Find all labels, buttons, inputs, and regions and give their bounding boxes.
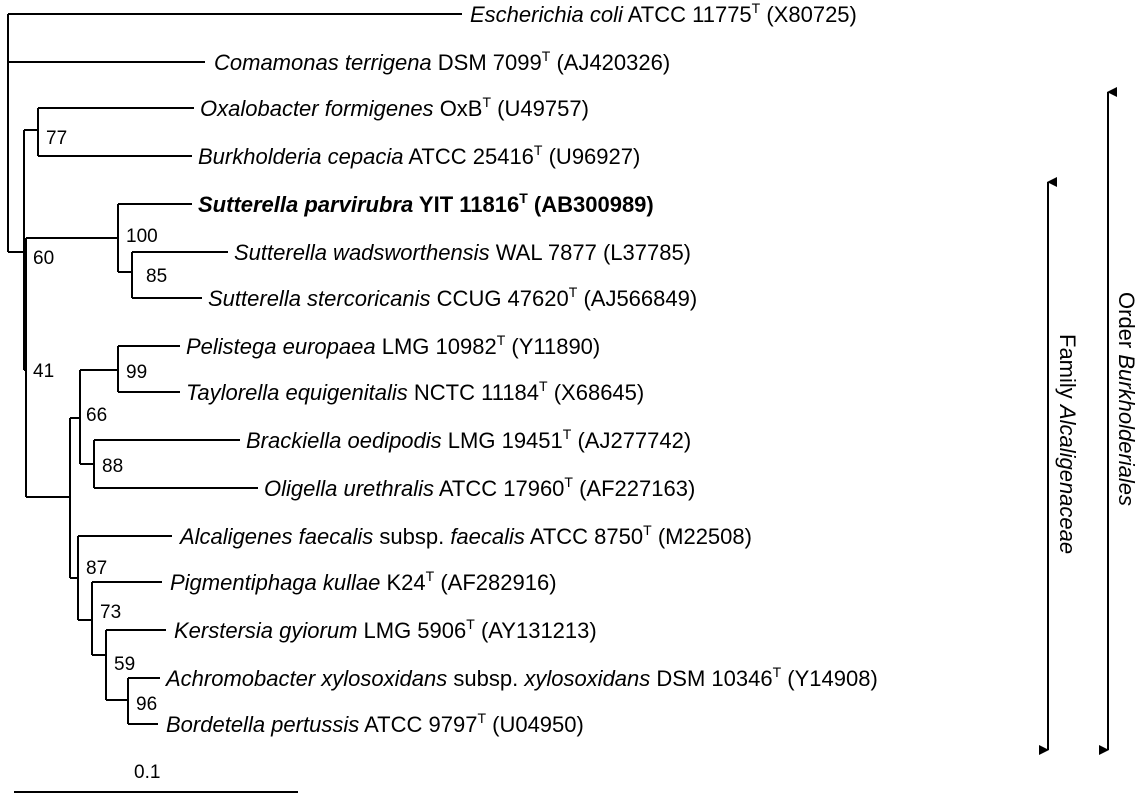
bootstrap-values: 77 60 100 85 41 66 99 88 87 73 59 96: [33, 128, 167, 715]
bootstrap-value: 100: [126, 226, 158, 247]
family-label: Family Alcaligenaceae: [1055, 334, 1080, 554]
bootstrap-value: 73: [100, 602, 121, 623]
taxon-label-oligella: Oligella urethralis ATCC 17960T (AF22716…: [264, 474, 695, 501]
bootstrap-value: 99: [126, 362, 147, 383]
order-label: Order Burkholderiales: [1114, 292, 1139, 506]
taxon-label-achromobacter: Achromobacter xylosoxidans subsp. xyloso…: [164, 664, 878, 691]
order-bracket: Order Burkholderiales: [1099, 87, 1139, 755]
tree-branches: [7, 13, 462, 725]
taxon-label-brackiella: Brackiella oedipodis LMG 19451T (AJ27774…: [246, 426, 691, 453]
taxon-label-sutterella-parvirubra: Sutterella parvirubra YIT 11816T (AB3009…: [198, 190, 654, 217]
bootstrap-value: 59: [114, 654, 135, 675]
scale-bar: 0.1: [14, 762, 298, 793]
family-bracket: Family Alcaligenaceae: [1039, 177, 1080, 755]
taxon-label-pelistega: Pelistega europaea LMG 10982T (Y11890): [186, 332, 600, 359]
taxon-label-oxalobacter: Oxalobacter formigenes OxBT (U49757): [200, 94, 589, 121]
taxon-label-sutterella-stercoricanis: Sutterella stercoricanis CCUG 47620T (AJ…: [208, 284, 697, 311]
taxon-label-taylorella: Taylorella equigenitalis NCTC 11184T (X6…: [186, 378, 644, 405]
taxon-label-sutterella-wadsworthensis: Sutterella wadsworthensis WAL 7877 (L377…: [234, 240, 691, 265]
taxon-label-comamonas: Comamonas terrigena DSM 7099T (AJ420326): [214, 48, 670, 75]
bootstrap-value: 85: [146, 266, 167, 287]
taxon-label-ecoli: Escherichia coli ATCC 11775T (X80725): [470, 0, 857, 27]
bootstrap-value: 41: [33, 361, 54, 382]
bootstrap-value: 96: [136, 694, 157, 715]
taxon-labels: Escherichia coli ATCC 11775T (X80725) Co…: [164, 0, 878, 737]
taxon-label-burkholderia: Burkholderia cepacia ATCC 25416T (U96927…: [198, 142, 640, 169]
bootstrap-value: 77: [46, 128, 67, 149]
taxon-label-bordetella: Bordetella pertussis ATCC 9797T (U04950): [166, 710, 584, 737]
taxon-label-alcaligenes: Alcaligenes faecalis subsp. faecalis ATC…: [178, 522, 752, 549]
taxon-label-kerstersia: Kerstersia gyiorum LMG 5906T (AY131213): [174, 616, 597, 643]
bootstrap-value: 87: [86, 558, 107, 579]
bootstrap-value: 66: [86, 405, 107, 426]
scale-bar-label: 0.1: [134, 762, 160, 783]
taxon-label-pigmentiphaga: Pigmentiphaga kullae K24T (AF282916): [170, 568, 557, 595]
bootstrap-value: 60: [33, 248, 54, 269]
bootstrap-value: 88: [102, 456, 123, 477]
